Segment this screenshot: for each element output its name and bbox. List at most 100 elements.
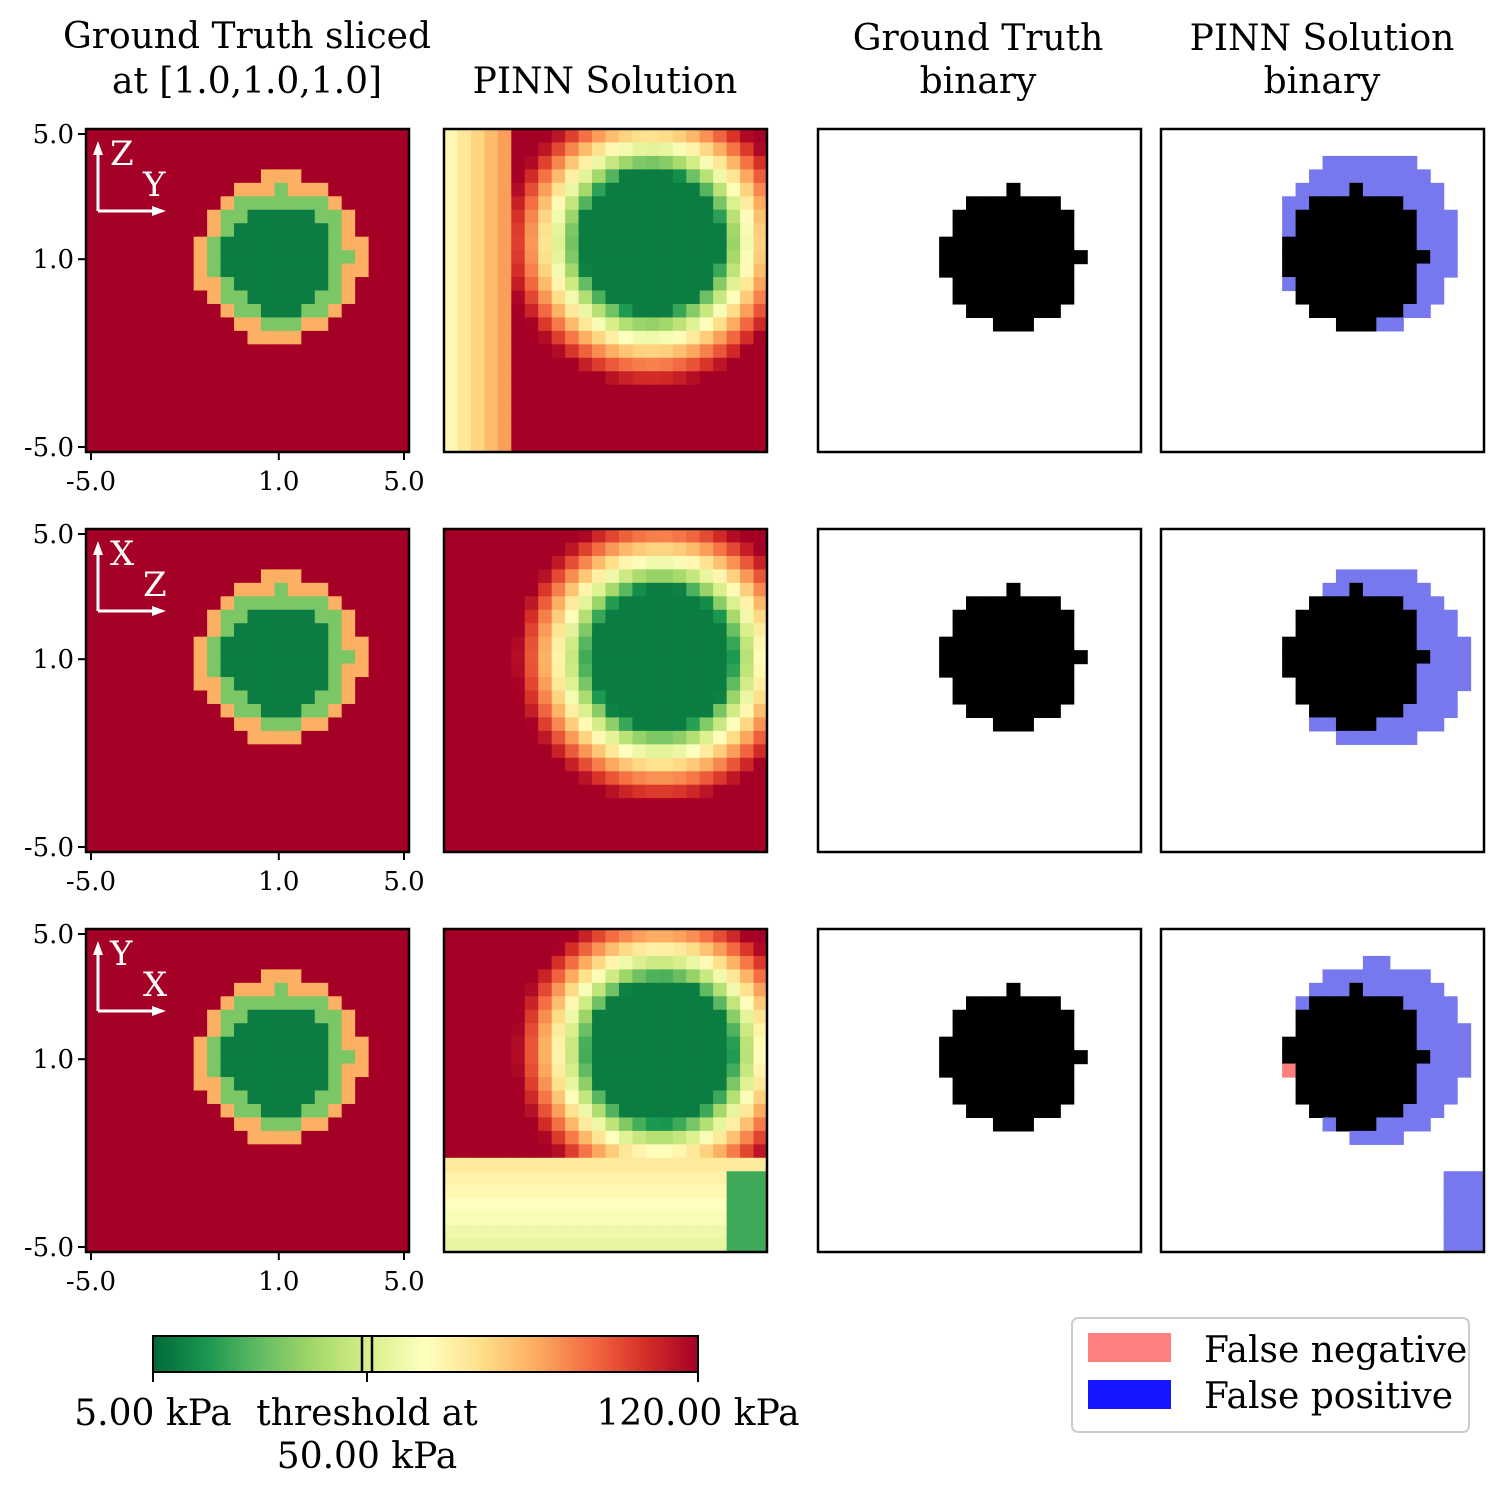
- heatmap-cell: [139, 555, 154, 570]
- heatmap-cell: [699, 196, 714, 211]
- binary-cell: [952, 650, 967, 665]
- binary-cell: [1046, 596, 1061, 611]
- heatmap-cell: [524, 982, 539, 997]
- heatmap-cell: [686, 942, 701, 957]
- heatmap-cell: [686, 1211, 701, 1226]
- heatmap-cell: [341, 425, 356, 440]
- false-positive-cell: [1376, 317, 1391, 332]
- heatmap-cell: [301, 609, 316, 624]
- heatmap-cell: [753, 730, 768, 745]
- heatmap-cell: [457, 717, 472, 732]
- heatmap-cell: [166, 996, 181, 1011]
- heatmap-cell: [457, 411, 472, 426]
- heatmap-cell: [457, 784, 472, 799]
- heatmap-cell: [470, 155, 485, 170]
- heatmap-cell: [659, 357, 674, 372]
- heatmap-cell: [355, 596, 370, 611]
- binary-cell: [1309, 236, 1324, 251]
- heatmap-cell: [220, 250, 235, 265]
- heatmap-cell: [274, 677, 289, 692]
- heatmap-cell: [659, 169, 674, 184]
- heatmap-cell: [659, 969, 674, 984]
- heatmap-cell: [740, 623, 755, 638]
- heatmap-cell: [341, 290, 356, 305]
- binary-cell: [1389, 1050, 1404, 1065]
- heatmap-cell: [551, 1050, 566, 1065]
- heatmap-cell: [672, 1063, 687, 1078]
- heatmap-cell: [511, 1050, 526, 1065]
- heatmap-cell: [328, 223, 343, 238]
- heatmap-cell: [314, 425, 329, 440]
- heatmap-cell: [592, 1009, 607, 1024]
- heatmap-cell: [287, 529, 302, 544]
- heatmap-cell: [538, 757, 553, 772]
- heatmap-cell: [740, 650, 755, 665]
- heatmap-cell: [382, 330, 397, 345]
- heatmap-cell: [287, 330, 302, 345]
- heatmap-cell: [247, 290, 262, 305]
- heatmap-cell: [139, 209, 154, 224]
- heatmap-cell: [672, 371, 687, 386]
- heatmap-cell: [578, 650, 593, 665]
- binary-cell: [966, 1023, 981, 1038]
- heatmap-cell: [86, 677, 101, 692]
- heatmap-cell: [632, 357, 647, 372]
- heatmap-cell: [740, 425, 755, 440]
- heatmap-cell: [605, 542, 620, 557]
- binary-cell: [1006, 582, 1021, 597]
- heatmap-cell: [753, 142, 768, 157]
- heatmap-cell: [287, 223, 302, 238]
- heatmap-cell: [153, 677, 168, 692]
- heatmap-cell: [341, 569, 356, 584]
- heatmap-cell: [126, 438, 141, 453]
- false-positive-cell: [1430, 609, 1445, 624]
- heatmap-cell: [287, 582, 302, 597]
- heatmap-cell: [139, 717, 154, 732]
- heatmap-cell: [180, 717, 195, 732]
- heatmap-cell: [511, 155, 526, 170]
- heatmap-cell: [153, 703, 168, 719]
- heatmap-cell: [470, 582, 485, 597]
- heatmap-cell: [753, 1009, 768, 1024]
- heatmap-cell: [484, 344, 499, 359]
- heatmap-cell: [166, 196, 181, 211]
- heatmap-cell: [341, 582, 356, 597]
- binary-cell: [1349, 290, 1364, 305]
- heatmap-cell: [382, 542, 397, 557]
- heatmap-cell: [484, 263, 499, 278]
- heatmap-cell: [368, 582, 383, 597]
- binary-cell: [1335, 677, 1351, 692]
- heatmap-cell: [382, 1211, 397, 1226]
- heatmap-cell: [180, 542, 195, 557]
- heatmap-cell: [126, 825, 141, 840]
- heatmap-cell: [470, 717, 485, 732]
- heatmap-cell: [578, 1036, 593, 1051]
- heatmap-cell: [457, 209, 472, 224]
- heatmap-cell: [287, 344, 302, 359]
- heatmap-cell: [592, 663, 607, 678]
- heatmap-cell: [686, 677, 701, 692]
- heatmap-cell: [444, 1171, 459, 1186]
- binary-cell: [1335, 1063, 1351, 1078]
- ground-truth-binary: [818, 929, 1141, 1252]
- heatmap-cell: [247, 542, 262, 557]
- heatmap-cell: [341, 703, 356, 719]
- heatmap-cell: [260, 169, 276, 184]
- heatmap-cell: [551, 663, 566, 678]
- heatmap-cell: [444, 703, 459, 719]
- binary-cell: [1295, 1009, 1310, 1024]
- heatmap-cell: [659, 1009, 674, 1024]
- heatmap-cell: [524, 838, 539, 853]
- heatmap-cell: [740, 384, 755, 399]
- binary-cell: [1019, 996, 1034, 1011]
- heatmap-cell: [287, 236, 302, 251]
- false-positive-cell: [1457, 1225, 1472, 1240]
- heatmap-cell: [153, 542, 168, 557]
- false-positive-cell: [1362, 169, 1377, 184]
- heatmap-cell: [328, 1023, 343, 1038]
- heatmap-cell: [699, 1198, 714, 1213]
- binary-cell: [1006, 277, 1021, 292]
- binary-cell: [1376, 1023, 1391, 1038]
- heatmap-cell: [699, 811, 714, 826]
- heatmap-cell: [220, 555, 235, 570]
